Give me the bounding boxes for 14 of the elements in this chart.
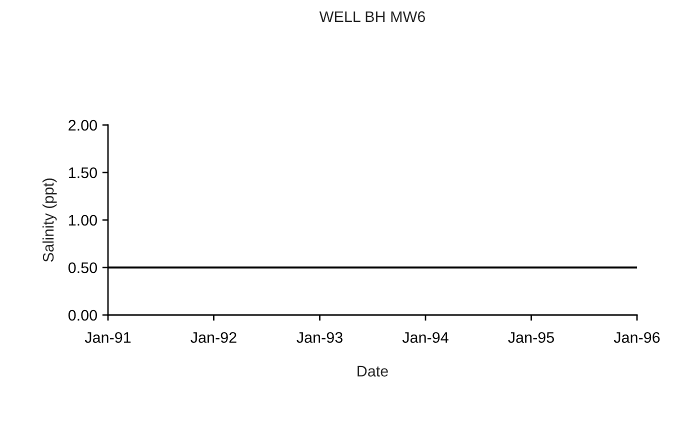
x-tick-label: Jan-96 [614,332,660,343]
x-tick-label: Jan-93 [296,332,342,343]
chart-title: WELL BH MW6 [319,11,426,22]
x-tick-label: Jan-94 [402,332,448,343]
y-tick-label: 0.00 [68,310,97,321]
y-tick-label: 1.50 [69,167,97,178]
y-axis-title: Salinity (ppt) [42,178,57,262]
x-tick-label: Jan-95 [508,332,554,343]
x-axis-title: Date [358,366,388,377]
x-tick-label: Jan-92 [190,332,236,343]
y-tick-label: 2.00 [68,120,97,131]
y-tick-label: 1.00 [69,214,97,226]
x-tick-label: Jan-91 [84,332,131,343]
y-tick-label: 0.50 [68,262,97,274]
